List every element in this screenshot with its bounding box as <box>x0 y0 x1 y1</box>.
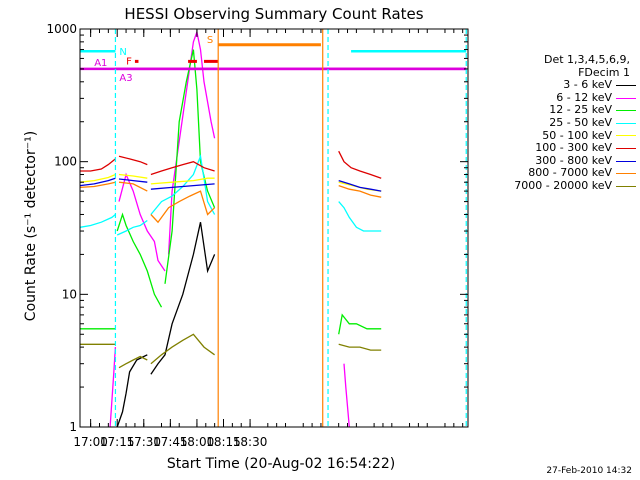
legend-swatch-9 <box>616 185 636 187</box>
y-axis-label: Count Rate (s⁻¹ detector⁻¹) <box>23 131 39 321</box>
y-tick-label-3: 100 <box>54 155 77 169</box>
legend-swatch-4 <box>616 122 636 124</box>
flare-label: F <box>126 56 132 67</box>
series-line-6-seg-3 <box>150 161 215 176</box>
saa-label: S <box>207 35 213 46</box>
legend-entry-2: 6 - 12 keV <box>486 90 636 105</box>
series-line-2-seg-3 <box>167 29 216 255</box>
series-line-9-seg-2 <box>118 355 148 369</box>
series-line-7-seg-1 <box>79 177 116 187</box>
legend-entry-4: 25 - 50 keV <box>486 115 636 130</box>
y-tick-label-4: 1000 <box>46 22 77 36</box>
x-tick-label-4: 17:45 <box>153 435 188 449</box>
x-tick-label-3: 17:30 <box>126 435 161 449</box>
series-line-4-seg-2 <box>116 219 148 236</box>
series-line-8-seg-2 <box>118 181 148 192</box>
legend-header-line-2: FDecim 1 <box>578 65 630 79</box>
series-line-8-seg-3 <box>150 190 216 224</box>
series-line-5-seg-2 <box>118 173 148 179</box>
x-axis-label: Start Time (20-Aug-02 16:54:22) <box>167 456 395 472</box>
attenuator-label-a1: A1 <box>94 58 107 69</box>
legend-label-2: 6 - 12 keV <box>556 90 612 104</box>
legend-label-1: 3 - 6 keV <box>563 78 612 92</box>
series-line-4-seg-1 <box>79 213 116 228</box>
series-line-3-seg-4 <box>338 313 382 335</box>
legend-label-3: 12 - 25 keV <box>549 103 612 117</box>
legend-label-9: 7000 - 20000 keV <box>514 178 612 192</box>
legend-swatch-2 <box>616 97 636 99</box>
legend-entries: 3 - 6 keV 6 - 12 keV 12 - 25 keV 25 - 50 ke… <box>486 79 636 192</box>
legend-entry-8: 800 - 7000 keV <box>486 167 636 180</box>
legend-entry-1: 3 - 6 keV <box>486 79 636 92</box>
timestamp: 27-Feb-2010 14:32 <box>546 466 632 476</box>
series-line-3-seg-3 <box>164 49 216 284</box>
legend-swatch-3 <box>616 110 636 112</box>
legend-label-6: 100 - 300 keV <box>535 141 612 155</box>
x-tick-label-1: 17:00 <box>73 435 108 449</box>
legend-swatch-1 <box>616 84 636 86</box>
series-line-3-seg-2 <box>116 212 163 308</box>
x-tick-label-7: 18:30 <box>233 435 268 449</box>
legend-entry-3: 12 - 25 keV <box>486 104 636 117</box>
legend-swatch-6 <box>616 147 636 149</box>
chart-legend: Det 1,3,4,5,6,9, FDecim 1 3 - 6 keV 6 - 1… <box>486 53 636 193</box>
x-tick-label-2: 17:15 <box>100 435 135 449</box>
legend-header-line-1: Det 1,3,4,5,6,9, <box>543 53 630 66</box>
series-line-8-seg-1 <box>79 181 116 189</box>
plot-frame <box>79 28 469 428</box>
series-line-5-seg-3 <box>150 177 215 185</box>
series-line-7-seg-4 <box>338 179 382 192</box>
chart-data-layer <box>79 29 382 428</box>
chart-title: HESSI Observing Summary Count Rates <box>124 5 423 23</box>
chart-annotation-layer: A1 A3 NF S <box>80 29 467 427</box>
series-line-1-seg-2 <box>150 222 216 375</box>
series-line-5-seg-1 <box>79 173 116 183</box>
legend-entry-6: 100 - 300 keV <box>486 142 636 155</box>
series-line-7-seg-2 <box>118 178 148 183</box>
legend-label-4: 25 - 50 keV <box>549 115 612 129</box>
series-line-6-seg-4 <box>338 150 382 179</box>
legend-entry-9: 7000 - 20000 keV <box>486 178 636 193</box>
legend-swatch-5 <box>616 135 636 137</box>
series-line-2-seg-1 <box>109 347 117 428</box>
series-line-9-seg-4 <box>338 343 382 351</box>
x-tick-label-5: 18:00 <box>180 435 215 449</box>
legend-entry-7: 300 - 800 keV <box>486 153 636 168</box>
series-line-6-seg-2 <box>118 155 148 166</box>
y-tick-label-2: 10 <box>62 287 77 301</box>
legend-swatch-7 <box>616 160 636 162</box>
series-line-6-seg-1 <box>80 158 116 172</box>
series-line-9-seg-3 <box>150 333 215 365</box>
series-line-7-seg-3 <box>150 183 215 190</box>
x-tick-label-6: 18:15 <box>206 435 241 449</box>
legend-label-8: 800 - 7000 keV <box>528 166 612 180</box>
y-tick-label-1: 1 <box>69 420 77 434</box>
legend-entry-5: 50 - 100 keV <box>486 128 636 143</box>
series-line-1-seg-1 <box>116 354 148 428</box>
attenuator-label-a3: A3 <box>119 73 132 84</box>
series-line-2-seg-4 <box>343 363 350 428</box>
legend-label-5: 50 - 100 keV <box>542 128 612 142</box>
series-line-4-seg-4 <box>338 201 382 232</box>
legend-swatch-8 <box>616 173 636 175</box>
series-line-8-seg-4 <box>338 184 382 198</box>
legend-label-7: 300 - 800 keV <box>535 153 612 167</box>
night-label: N <box>119 47 126 58</box>
